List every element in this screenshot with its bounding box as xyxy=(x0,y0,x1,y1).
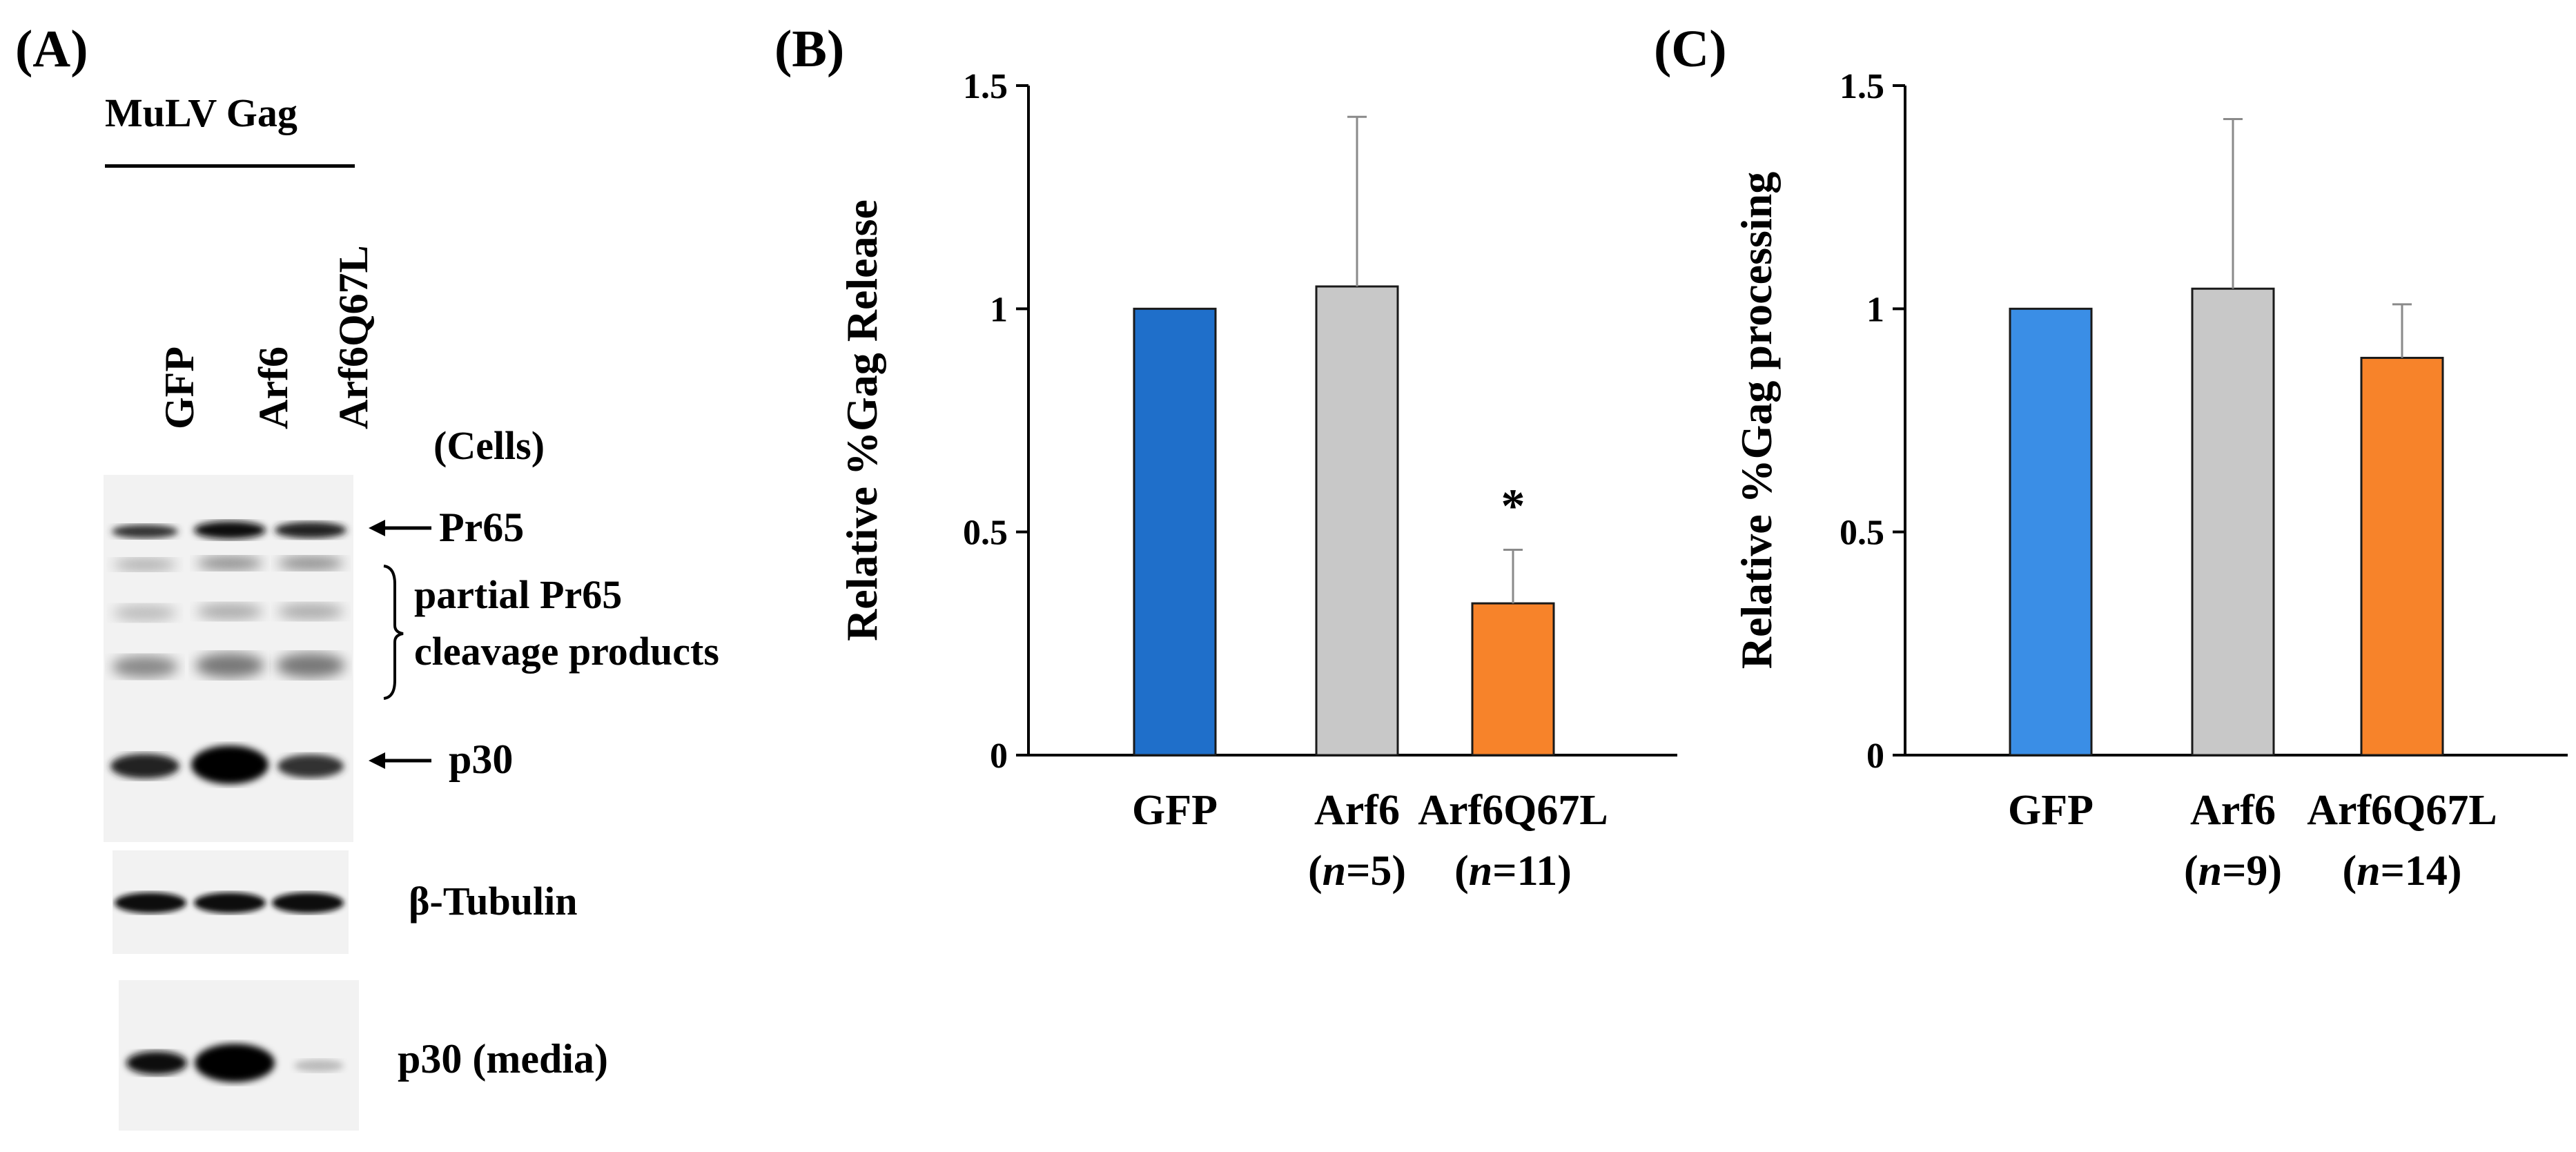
lane-label-arf6q67l: Arf6Q67L xyxy=(331,245,376,429)
lane-label-gfp: GFP xyxy=(157,346,202,429)
band-pr65-arf6 xyxy=(194,521,266,539)
band-partial3-arf6 xyxy=(195,653,264,678)
band-arrows xyxy=(369,520,431,769)
band-media-gfp xyxy=(126,1051,187,1075)
band-partial1-arf6 xyxy=(197,556,263,570)
band-partial2-arf6 xyxy=(197,603,263,620)
y-tick-label: 1 xyxy=(1866,290,1884,329)
panel-b-label: (B) xyxy=(774,20,845,78)
x-tick-label: GFP xyxy=(2008,787,2094,834)
tubulin-bands xyxy=(115,892,344,913)
band-tubulin-arf6q67l xyxy=(272,892,344,913)
bar-arf6 xyxy=(1315,285,1399,756)
lane-label-arf6: Arf6 xyxy=(251,346,296,429)
arrow-p30-head xyxy=(369,752,385,769)
x-tick-n-label: (n=11) xyxy=(1454,848,1572,895)
band-partial1-arf6q67l xyxy=(277,556,344,570)
x-tick-n-label: (n=14) xyxy=(2342,848,2461,895)
panel-c-label: (C) xyxy=(1654,20,1727,78)
p30-label: p30 xyxy=(449,736,514,782)
band-partial3-arf6q67l xyxy=(276,653,345,678)
blot-bands xyxy=(110,521,347,784)
cleavage-bracket xyxy=(383,565,404,700)
x-tick-label: GFP xyxy=(1132,787,1218,834)
blot-title: MuLV Gag xyxy=(105,90,297,135)
band-media-arf6q67l xyxy=(294,1060,344,1072)
media-bands xyxy=(126,1044,344,1082)
x-tick-label: Arf6Q67L xyxy=(1418,787,1608,834)
band-partial2-arf6q67l xyxy=(277,603,344,620)
band-partial1-gfp xyxy=(113,558,177,571)
band-p30-arf6q67l xyxy=(277,754,344,778)
tubulin-label: β-Tubulin xyxy=(409,879,578,924)
band-tubulin-gfp xyxy=(115,892,186,913)
arrow-pr65-head xyxy=(369,520,385,536)
panel-a-label: (A) xyxy=(15,20,88,78)
y-axis-label: Relative %Gag Release xyxy=(837,199,886,641)
partial-label-2: cleavage products xyxy=(414,629,719,674)
bar-gfp xyxy=(1133,307,1217,756)
significance-marker: * xyxy=(1501,480,1525,534)
band-p30-arf6 xyxy=(191,745,269,784)
y-tick-label: 0.5 xyxy=(963,514,1008,553)
band-partial3-gfp xyxy=(112,656,178,678)
band-pr65-gfp xyxy=(112,525,178,538)
bar-arf6q67l xyxy=(2360,356,2444,756)
band-p30-gfp xyxy=(110,754,179,779)
x-tick-label: Arf6 xyxy=(1314,787,1400,834)
chart-b: 0 0.5 1 1.5 Relative %Gag Release GFP Arf6 (n=5… xyxy=(837,67,1677,895)
y-tick-label: 1.5 xyxy=(963,67,1008,106)
bar-arf6q67l xyxy=(1471,602,1555,756)
cell-lysate-blot xyxy=(104,475,353,842)
media-label: p30 (media) xyxy=(398,1036,608,1082)
bar-gfp xyxy=(2009,307,2093,756)
band-partial2-gfp xyxy=(113,605,177,621)
band-tubulin-arf6 xyxy=(194,892,266,913)
y-tick-label: 0 xyxy=(990,736,1008,776)
y-tick-label: 1 xyxy=(990,290,1008,329)
x-tick-label: Arf6Q67L xyxy=(2307,787,2497,834)
media-blot xyxy=(119,980,359,1131)
y-tick-label: 0 xyxy=(1866,736,1884,776)
y-tick-label: 1.5 xyxy=(1840,67,1884,106)
pr65-label: Pr65 xyxy=(439,505,525,550)
chart-c: 0 0.5 1 1.5 Relative %Gag processing GFP Arf6 (… xyxy=(1732,67,2568,895)
tubulin-blot xyxy=(113,850,349,954)
bar-arf6 xyxy=(2191,287,2275,756)
partial-label-1: partial Pr65 xyxy=(414,572,623,617)
x-tick-n-label: (n=9) xyxy=(2184,848,2282,895)
band-media-arf6 xyxy=(195,1044,275,1082)
y-axis-label: Relative %Gag processing xyxy=(1732,172,1781,670)
y-tick-label: 0.5 xyxy=(1840,514,1884,553)
x-tick-label: Arf6 xyxy=(2190,787,2276,834)
x-tick-n-label: (n=5) xyxy=(1308,848,1406,895)
cells-label: (Cells) xyxy=(433,423,545,468)
band-pr65-arf6q67l xyxy=(275,522,347,538)
title-underline xyxy=(105,164,355,168)
